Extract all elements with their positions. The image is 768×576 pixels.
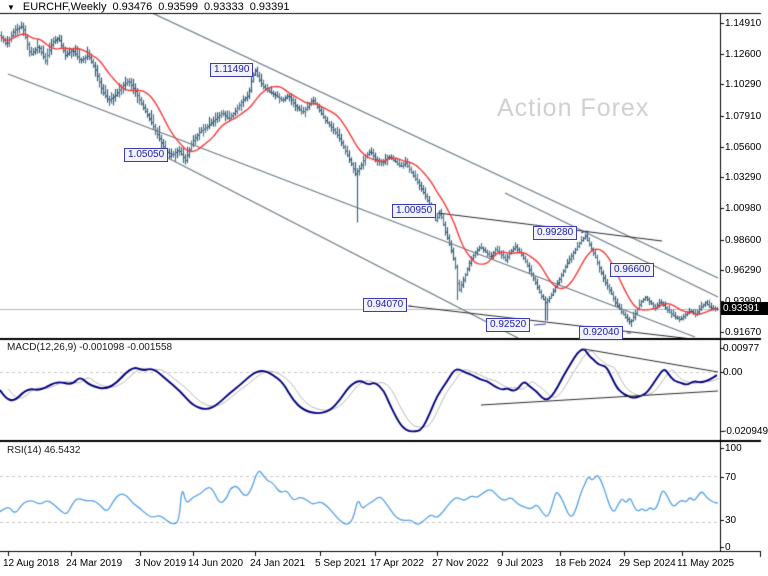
rsi-axis-tick-label: 100 <box>725 443 742 454</box>
rsi-indicator-label: RSI(14) 46.5432 <box>7 445 81 456</box>
current-price-tag: 0.93391 <box>721 302 768 315</box>
symbol-timeframe: EURCHF,Weekly <box>22 1 107 13</box>
time-axis-date-label: 11 May 2025 <box>677 558 735 569</box>
price-level-label[interactable]: 0.92520 <box>486 318 531 332</box>
price-axis-tick-label: 1.07910 <box>725 111 762 123</box>
macd-axis-tick-label: -0.020949 <box>723 426 768 437</box>
time-axis-date-label: 24 Jan 2021 <box>250 558 306 569</box>
time-axis-date-label: 29 Sep 2024 <box>619 558 676 569</box>
time-axis-date-label: 17 Apr 2022 <box>370 558 424 569</box>
time-axis-date-label: 14 Jun 2020 <box>188 558 244 569</box>
price-axis-tick-label: 1.00980 <box>725 203 762 215</box>
price-level-label[interactable]: 0.96600 <box>610 263 655 277</box>
time-axis-date-label: 24 Mar 2019 <box>66 558 123 569</box>
price-axis-tick-label: 1.12600 <box>725 48 762 60</box>
macd-axis-tick-label: 0.00977 <box>723 343 760 354</box>
price-axis-tick-label: 0.98600 <box>725 234 762 246</box>
time-axis-date-label: 18 Feb 2024 <box>555 558 612 569</box>
rsi-axis-tick-label: 0 <box>725 542 731 553</box>
macd-indicator-label: MACD(12,26,9) -0.001098 -0.001558 <box>7 342 173 353</box>
price-axis-tick-label: 1.03290 <box>725 172 762 184</box>
price-level-label[interactable]: 0.99280 <box>533 226 578 240</box>
symbol-dropdown-icon[interactable]: ▼ <box>7 2 15 12</box>
price-axis-tick-label: 0.91670 <box>725 326 762 338</box>
macd-axis-tick-label: 0.00 <box>723 367 743 378</box>
time-axis-date-label: 9 Jul 2023 <box>497 558 544 569</box>
price-level-label[interactable]: 1.00950 <box>392 204 437 218</box>
rsi-axis-tick-label: 70 <box>725 472 737 483</box>
ohlc-low: 0.93333 <box>203 1 244 13</box>
time-axis-date-label: 5 Sep 2021 <box>315 558 367 569</box>
price-axis-tick-label: 0.93980 <box>725 296 761 307</box>
ohlc-high: 0.93599 <box>158 1 198 13</box>
ohlc-close: 0.93391 <box>249 1 290 13</box>
time-axis-date-label: 27 Nov 2022 <box>432 558 489 569</box>
price-axis-tick-label: 1.10290 <box>725 79 762 91</box>
ohlc-open: 0.93476 <box>112 1 153 13</box>
price-level-label[interactable]: 1.11490 <box>210 63 254 77</box>
time-axis-date-label: 3 Nov 2019 <box>135 558 187 569</box>
chart-title-bar: ▼ EURCHF,Weekly 0.93476 0.93599 0.93333 … <box>7 1 290 13</box>
price-axis-tick-label: 1.05600 <box>725 141 762 153</box>
time-axis-date-label: 12 Aug 2018 <box>3 558 60 569</box>
rsi-axis-tick-label: 30 <box>725 515 737 526</box>
price-level-label[interactable]: 0.92040 <box>579 326 624 340</box>
price-axis-tick-label: 0.96290 <box>725 265 762 277</box>
price-level-label[interactable]: 0.94070 <box>363 298 408 312</box>
price-level-label[interactable]: 1.05050 <box>124 148 169 162</box>
price-axis-tick-label: 1.14910 <box>725 18 762 29</box>
